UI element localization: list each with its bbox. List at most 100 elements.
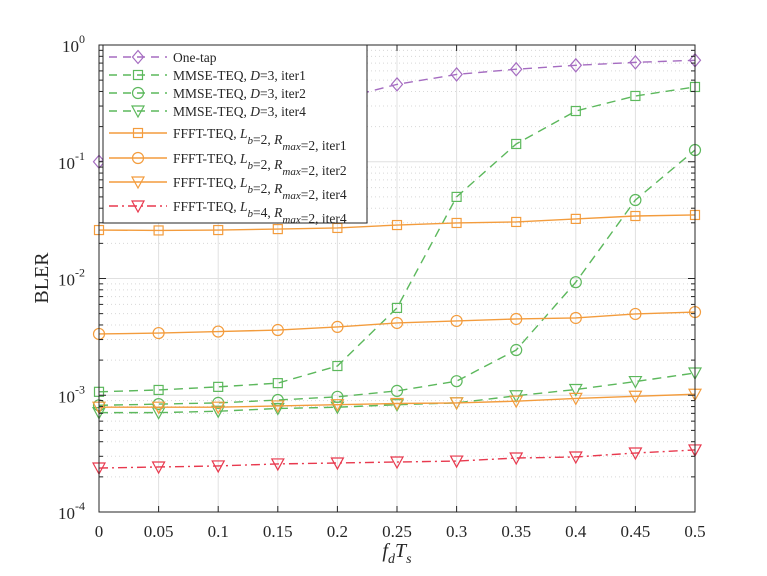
data-point [330, 399, 345, 412]
data-point [331, 320, 344, 333]
series-6 [91, 388, 703, 415]
series-line [98, 59, 696, 163]
data-point [509, 452, 524, 466]
series-layer [91, 52, 703, 476]
data-point [330, 457, 345, 471]
legend-marker [131, 49, 145, 65]
y-axis-label: BLER [31, 252, 53, 304]
legend-label: FFFT-TEQ, Lb=2, Rmax=2, iter2 [173, 151, 347, 178]
axes: 0 0.05 0.1 0.15 0.2 0.25 0.3 0.35 0.4 0.45 0.5 100 1… [58, 32, 706, 541]
x-tick-label: 0.35 [501, 522, 531, 541]
data-point [389, 397, 405, 411]
data-point [628, 447, 643, 461]
data-point [391, 219, 403, 231]
legend-marker [132, 127, 144, 139]
data-point [569, 311, 582, 325]
y-tick-label: 100 [62, 32, 85, 56]
data-point [391, 302, 403, 313]
data-point [211, 460, 226, 474]
data-point [390, 316, 404, 330]
data-point [450, 66, 463, 82]
data-point [568, 383, 583, 397]
x-axis-label: fdTs [382, 540, 412, 567]
data-point [153, 384, 164, 396]
x-tick-label: 0.1 [208, 522, 229, 541]
x-tick-label: 0.4 [565, 522, 587, 541]
data-point [153, 225, 164, 236]
x-label-t: T [395, 540, 408, 562]
data-point [511, 138, 522, 150]
x-label-sub-s: s [406, 552, 412, 567]
data-point [330, 401, 345, 415]
legend-label: MMSE-TEQ, D=3, iter4 [173, 104, 306, 119]
data-point [451, 191, 462, 202]
series-line [98, 214, 696, 232]
data-point [272, 223, 283, 235]
data-point [628, 375, 643, 389]
legend-label: FFFT-TEQ, Lb=4, Rmax=2, iter4 [173, 199, 347, 226]
x-tick-label: 0.25 [382, 522, 412, 541]
legend-marker [130, 200, 146, 214]
x-tick-label: 0.2 [327, 522, 348, 541]
data-point [389, 456, 405, 470]
data-point [449, 455, 464, 469]
data-point [509, 61, 523, 77]
x-tick-label: 0.3 [446, 522, 467, 541]
legend-entry-1: MMSE-TEQ, D=3, iter1 [109, 68, 306, 83]
legend-label: One-tap [173, 50, 217, 65]
data-point [629, 193, 642, 207]
legend-entry-5: FFFT-TEQ, Lb=2, Rmax=2, iter2 [109, 151, 347, 178]
legend-entry-6: FFFT-TEQ, Lb=2, Rmax=2, iter4 [109, 175, 347, 202]
y-tick-label: 10-1 [58, 149, 85, 173]
data-point [211, 405, 226, 419]
data-point [271, 323, 284, 337]
data-point [628, 390, 643, 404]
data-point [270, 400, 285, 414]
data-point [151, 401, 166, 415]
data-point [570, 213, 581, 224]
y-tick-label: 10-4 [58, 499, 85, 523]
x-tick-label: 0.15 [263, 522, 293, 541]
series-line [99, 372, 696, 414]
series-line [99, 393, 696, 408]
x-label-f: f [382, 540, 390, 562]
legend-marker [131, 151, 145, 165]
series-line [98, 311, 696, 335]
data-point [390, 76, 404, 92]
data-point [151, 461, 166, 475]
series-5 [92, 305, 702, 341]
data-point [270, 402, 285, 416]
x-tick-label: 0.5 [684, 522, 705, 541]
data-point [568, 451, 583, 465]
data-point [510, 343, 523, 357]
data-point [630, 210, 641, 222]
data-point [270, 458, 285, 472]
data-point [629, 307, 642, 321]
legend-entry-4: FFFT-TEQ, Lb=2, Rmax=2, iter1 [109, 126, 347, 153]
data-point [213, 381, 224, 392]
data-point [212, 325, 225, 338]
x-label-sub-d: d [388, 552, 396, 567]
legend-label: MMSE-TEQ, D=3, iter1 [173, 68, 306, 83]
data-point [451, 217, 462, 229]
x-tick-label: 0.45 [621, 522, 651, 541]
data-point [272, 378, 283, 389]
x-tick-label: 0 [95, 522, 104, 541]
data-point [510, 312, 523, 326]
legend-box [102, 44, 368, 224]
data-point [629, 54, 642, 70]
y-tick-label: 10-2 [58, 266, 85, 290]
data-point [449, 397, 464, 411]
legend: One-tap MMSE-TEQ, D=3, iter1 MMSE-TEQ, D=3… [102, 44, 368, 226]
legend-marker [132, 69, 144, 81]
legend-entry-0: One-tap [109, 49, 217, 65]
legend-marker [131, 86, 145, 100]
data-point [332, 360, 343, 372]
data-point [511, 216, 522, 228]
legend-marker [130, 176, 146, 190]
data-point [630, 90, 641, 102]
data-point [568, 392, 583, 406]
data-point [569, 57, 583, 73]
legend-entry-2: MMSE-TEQ, D=3, iter2 [109, 86, 306, 101]
